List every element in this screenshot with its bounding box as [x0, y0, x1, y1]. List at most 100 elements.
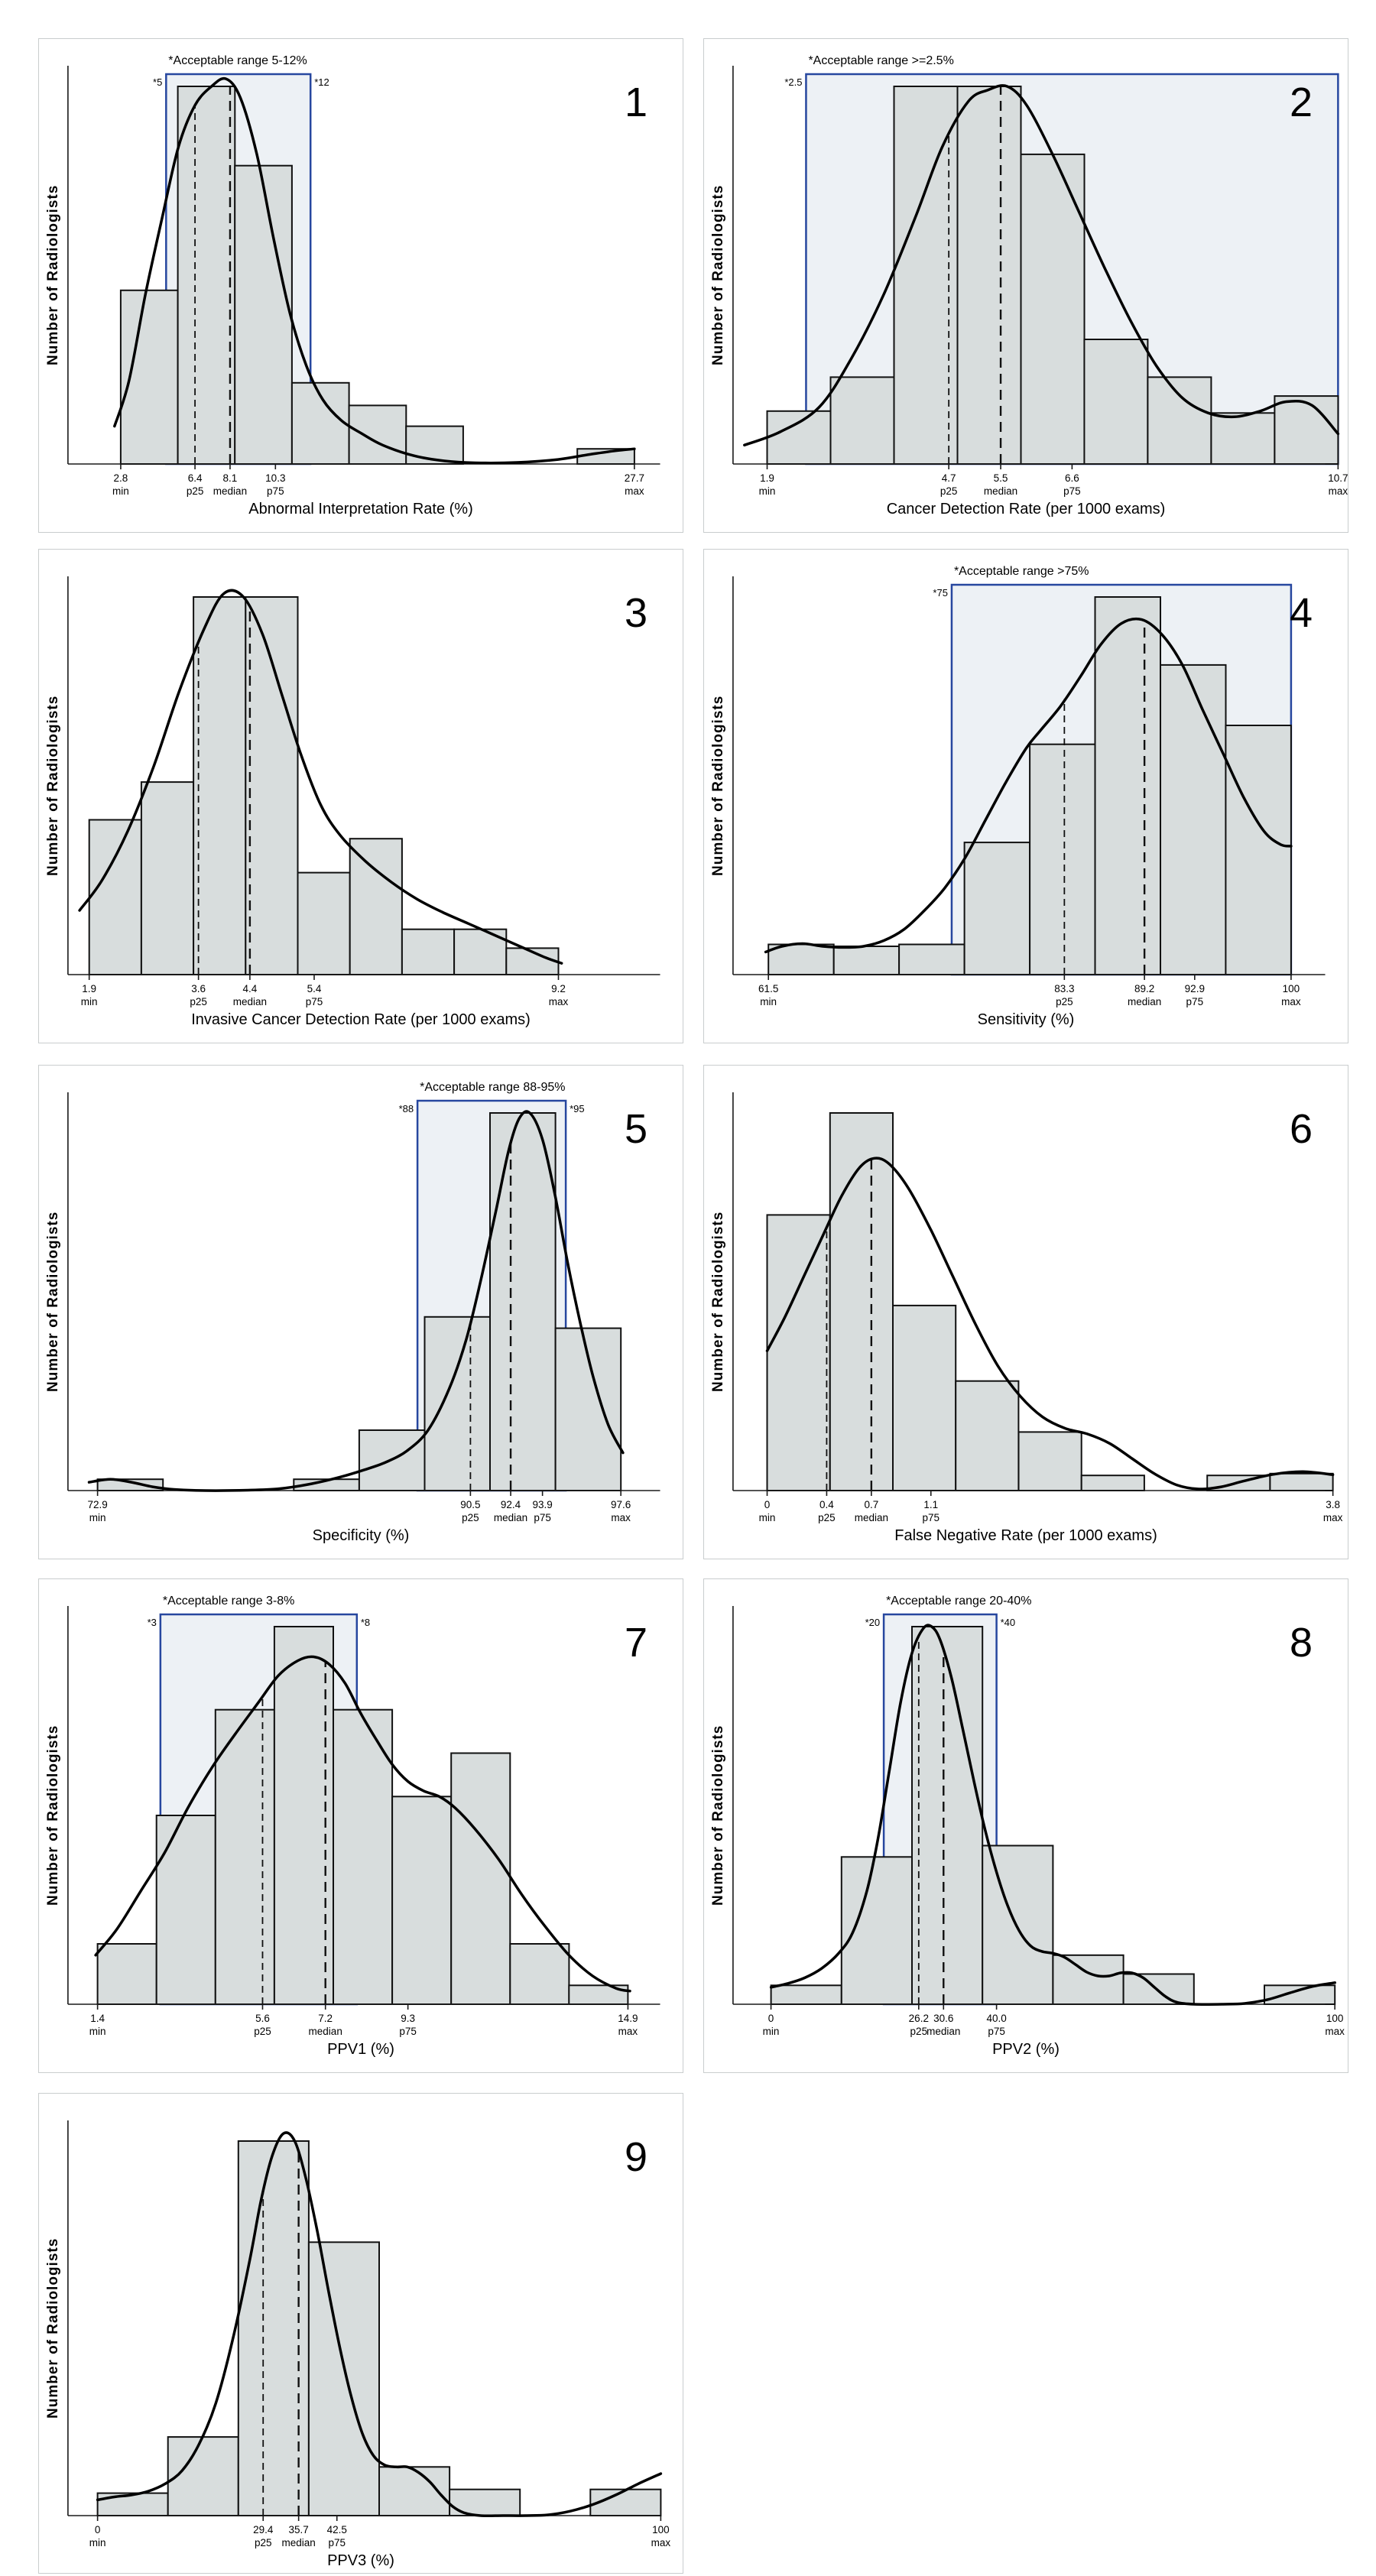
tick-stat-label: p75	[328, 2537, 346, 2548]
tick-stat-label: p25	[910, 2026, 928, 2037]
histogram-bar	[893, 86, 959, 465]
x-axis-label: Cancer Detection Rate (per 1000 exams)	[886, 501, 1166, 517]
plot-svg	[67, 1092, 660, 1496]
tick-value-label: 1.4	[90, 2013, 105, 2024]
plot-svg	[67, 2120, 663, 2521]
histogram-bar	[405, 425, 464, 466]
tick-value-label: 27.7	[624, 472, 644, 484]
histogram-bar	[1017, 1431, 1082, 1491]
histogram-bar	[832, 946, 901, 975]
panel-number: 4	[1289, 590, 1313, 636]
tick-value-label: 100	[652, 2524, 670, 2535]
histogram-panel-7: Number of Radiologists PPV1 (%) 1.4 min 5.6 p…	[38, 1578, 683, 2073]
density-curve	[96, 2131, 663, 2518]
tick-stat-label: p75	[399, 2026, 417, 2037]
tick-value-label: 7.2	[318, 2013, 333, 2024]
tick-stat-label: median	[232, 996, 268, 1007]
tick-stat-label: max	[625, 485, 644, 497]
y-axis-label: Number of Radiologists	[45, 2237, 61, 2419]
histogram-bar	[177, 86, 236, 465]
tick-stat-label: median	[1127, 996, 1162, 1007]
tick-value-label: 0	[764, 1499, 771, 1510]
tick-value-label: 92.9	[1184, 983, 1205, 994]
tick-value-label: 0.7	[864, 1499, 879, 1510]
tick-stat-label: p25	[254, 2026, 271, 2037]
histogram-bar	[1094, 596, 1161, 975]
tick-value-label: 83.3	[1054, 983, 1075, 994]
panel-number: 7	[624, 1620, 647, 1666]
histogram-bar	[140, 781, 195, 975]
histogram-bar	[193, 596, 247, 975]
histogram-bar	[509, 1943, 570, 2005]
tick-stat-label: p75	[534, 1512, 551, 1523]
tick-value-label: 9.2	[551, 983, 566, 994]
plot-svg	[732, 576, 1326, 980]
tick-value-label: 89.2	[1134, 983, 1155, 994]
plot-svg	[732, 1092, 1335, 1496]
density-curve	[743, 84, 1340, 447]
histogram-bar	[155, 1815, 216, 2005]
tick-value-label: 29.4	[253, 2524, 274, 2535]
tick-stat-label: max	[1322, 1512, 1343, 1523]
histogram-bar	[911, 1626, 984, 2005]
tick-value-label: 3.8	[1326, 1499, 1341, 1510]
histogram-bar	[1269, 1472, 1334, 1491]
histogram-bar	[96, 1943, 157, 2005]
histogram-panel-5: Number of Radiologists Specificity (%) 72.…	[38, 1065, 683, 1559]
tick-value-label: 4.4	[242, 983, 258, 994]
tick-value-label: 5.6	[255, 2013, 270, 2024]
tick-stat-label: p75	[267, 485, 284, 497]
y-axis-label: Number of Radiologists	[710, 1724, 726, 1906]
tick-value-label: 26.2	[908, 2013, 929, 2024]
histogram-bar	[1160, 663, 1227, 975]
tick-value-label: 0	[768, 2013, 774, 2024]
tick-value-label: 100	[1326, 2013, 1344, 2024]
histogram-bar	[892, 1304, 957, 1491]
acceptable-range-annotation: *Acceptable range 88-95%	[420, 1081, 566, 1094]
density-curve	[87, 1110, 625, 1492]
density-curve	[94, 1655, 631, 1993]
tick-value-label: 30.6	[933, 2013, 954, 2024]
acceptable-range-annotation: *Acceptable range 20-40%	[886, 1595, 1032, 1608]
histogram-bar	[214, 1708, 275, 2005]
tick-stat-label: min	[758, 485, 776, 497]
histogram-bar	[348, 404, 407, 465]
histogram-bar	[1052, 1954, 1124, 2005]
tick-value-label: 14.9	[618, 2013, 638, 2024]
histogram-bar	[234, 164, 293, 465]
acceptable-range-annotation: *Acceptable range 3-8%	[162, 1595, 295, 1608]
histogram-bar	[349, 838, 403, 976]
histogram-panel-6: Number of Radiologists False Negative Rat…	[703, 1065, 1348, 1559]
tick-value-label: 35.7	[288, 2524, 309, 2535]
panel-number: 8	[1289, 1620, 1313, 1666]
tick-stat-label: median	[213, 485, 248, 497]
density-curve	[113, 76, 636, 465]
histogram-bar	[424, 1316, 492, 1491]
tick-stat-label: median	[308, 2026, 342, 2037]
panel-number: 3	[624, 590, 647, 636]
tick-value-label: 0	[94, 2524, 101, 2535]
histogram-bar	[829, 1112, 894, 1491]
x-axis-label: False Negative Rate (per 1000 exams)	[894, 1527, 1157, 1544]
histogram-bar	[1080, 1475, 1145, 1492]
tick-value-label: 3.6	[191, 983, 206, 994]
tick-value-label: 4.7	[941, 472, 956, 484]
panel-number: 5	[624, 1106, 647, 1152]
x-axis-label: PPV2 (%)	[992, 2041, 1060, 2058]
tick-value-label: 72.9	[87, 1499, 108, 1510]
tick-stat-label: p25	[254, 2537, 272, 2548]
tick-stat-label: max	[611, 1512, 631, 1523]
histogram-bar	[766, 1214, 831, 1491]
tick-stat-label: p25	[186, 485, 204, 497]
histogram-panel-2: Number of Radiologists Cancer Detection R…	[703, 38, 1348, 533]
tick-stat-label: p75	[1063, 485, 1081, 497]
histogram-bar	[401, 928, 456, 976]
tick-value-label: 1.1	[923, 1499, 939, 1510]
tick-stat-label: median	[281, 2537, 316, 2548]
tick-value-label: 10.3	[265, 472, 286, 484]
tick-value-label: 5.4	[307, 983, 322, 994]
tick-value-label: 9.3	[401, 2013, 416, 2024]
range-upper-marker: *8	[360, 1617, 371, 1628]
y-axis-label: Number of Radiologists	[710, 1211, 726, 1393]
tick-stat-label: median	[493, 1512, 528, 1523]
